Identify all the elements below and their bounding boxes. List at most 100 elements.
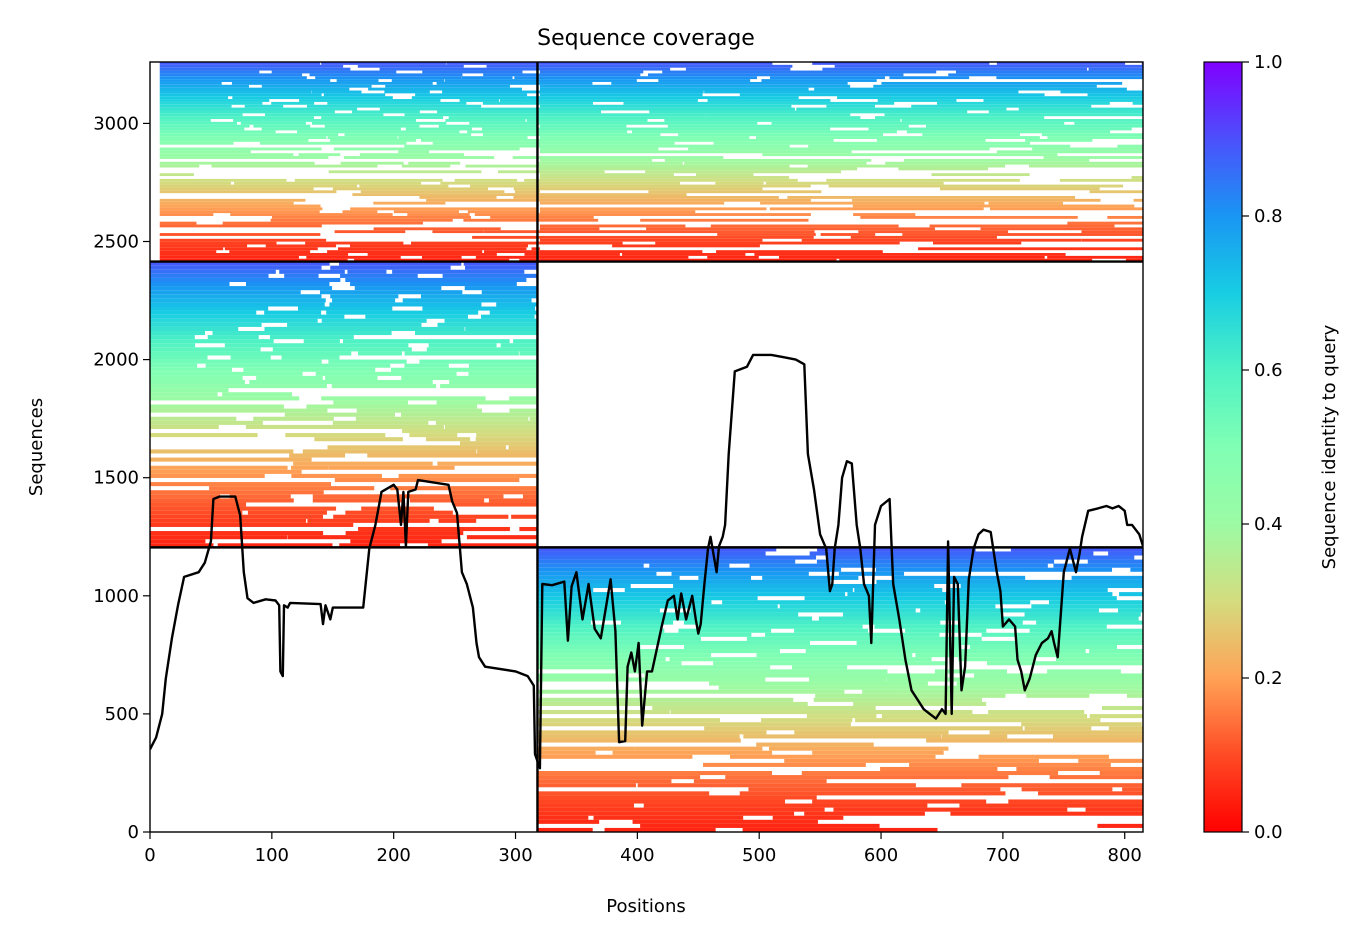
heatmap-row: [722, 600, 945, 605]
heatmap-row: [604, 827, 716, 832]
heatmap-row: [328, 465, 455, 470]
heatmap-row: [150, 375, 243, 380]
heatmap-row: [537, 803, 634, 808]
heatmap-row: [379, 67, 540, 71]
heatmap-row: [529, 416, 538, 421]
heatmap-row: [852, 198, 1101, 202]
heatmap-row: [159, 93, 322, 97]
heatmap-row: [1024, 612, 1141, 617]
heatmap-row: [537, 718, 721, 723]
heatmap-row: [159, 207, 323, 211]
y-tick-label: 2000: [93, 350, 139, 371]
colorbar: [1204, 62, 1242, 832]
heatmap-row: [321, 318, 427, 323]
heatmap-row: [159, 241, 277, 245]
heatmap-row: [816, 559, 1055, 564]
heatmap-row: [812, 799, 987, 804]
heatmap-row: [150, 408, 328, 413]
x-tick-label: 800: [1108, 845, 1142, 866]
heatmap-row: [284, 412, 396, 417]
heatmap-row: [422, 70, 523, 74]
heatmap-row: [445, 79, 540, 82]
heatmap-row: [339, 261, 462, 266]
heatmap-row: [875, 567, 1113, 572]
heatmap-row: [411, 96, 540, 100]
heatmap-row: [426, 347, 538, 352]
heatmap-row: [419, 196, 497, 199]
heatmap-row: [302, 449, 477, 454]
heatmap-row: [1085, 807, 1143, 812]
heatmap-row: [996, 62, 1126, 65]
heatmap-row: [886, 677, 1143, 682]
heatmap-row: [402, 428, 538, 434]
heatmap-row: [678, 133, 884, 137]
heatmap-row: [465, 265, 538, 270]
heatmap-row: [354, 286, 442, 291]
heatmap-row: [539, 235, 814, 239]
heatmap-row: [340, 161, 404, 165]
heatmap-row: [440, 181, 540, 185]
heatmap-row: [623, 101, 895, 105]
x-tick-label: 600: [864, 845, 898, 866]
heatmap-row: [209, 486, 375, 491]
heatmap-row: [150, 282, 230, 287]
heatmap-row: [150, 392, 218, 397]
heatmap-row: [537, 697, 794, 702]
heatmap-row: [150, 261, 330, 266]
heatmap-row: [398, 473, 538, 478]
heatmap-row: [537, 771, 772, 776]
heatmap-row: [801, 238, 1082, 242]
heatmap-row: [762, 153, 1058, 157]
heatmap-row: [465, 326, 538, 331]
colorbar-tick-label: 0.6: [1254, 360, 1283, 381]
heatmap-row: [539, 141, 675, 145]
heatmap-row: [1008, 799, 1143, 804]
heatmap-row: [234, 181, 422, 185]
heatmap-row: [159, 81, 222, 85]
heatmap-row: [519, 526, 538, 532]
heatmap-row: [996, 76, 1143, 80]
heatmap-row: [539, 196, 779, 199]
heatmap-row: [159, 99, 270, 102]
heatmap-row: [150, 290, 301, 295]
heatmap-row: [454, 502, 538, 507]
heatmap-row: [537, 649, 780, 654]
heatmap-row: [150, 302, 325, 307]
heatmap-row: [150, 522, 354, 527]
heatmap-row: [918, 247, 1143, 251]
heatmap-row: [490, 215, 540, 219]
heatmap-row: [539, 110, 602, 114]
heatmap-row: [537, 567, 842, 572]
heatmap-row: [150, 396, 300, 401]
heatmap-row: [150, 294, 322, 299]
heatmap-row: [159, 250, 217, 254]
y-tick-label: 3000: [93, 113, 139, 134]
heatmap-row: [670, 710, 973, 715]
heatmap-row: [854, 588, 943, 593]
heatmap-block: [539, 62, 1143, 262]
heatmap-row: [484, 250, 540, 254]
heatmap-row: [847, 592, 1113, 597]
heatmap-row: [482, 101, 540, 105]
heatmap-row: [466, 535, 538, 540]
heatmap-row: [463, 261, 538, 266]
heatmap-row: [299, 99, 441, 102]
plot-frame: [149, 61, 1144, 833]
heatmap-row: [1097, 823, 1143, 828]
heatmap-row: [347, 269, 387, 274]
heatmap-row: [159, 116, 314, 120]
heatmap-row: [1118, 608, 1143, 613]
heatmap-row: [476, 433, 538, 438]
heatmap-row: [539, 62, 773, 65]
heatmap-row: [813, 697, 982, 702]
heatmap-row: [437, 110, 540, 114]
colorbar-tick-label: 1.0: [1254, 52, 1283, 73]
heatmap-row: [217, 543, 333, 548]
heatmap-row: [893, 575, 1026, 580]
heatmap-row: [539, 198, 811, 202]
heatmap-row: [539, 127, 831, 131]
heatmap-row: [537, 795, 817, 800]
heatmap-row: [327, 445, 506, 450]
heatmap-row: [159, 141, 234, 145]
heatmap-row: [539, 130, 628, 134]
